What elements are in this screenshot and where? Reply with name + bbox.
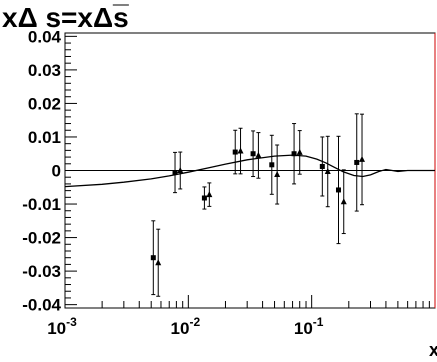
x-tick-base: 10 [294, 319, 313, 338]
y-tick-label: -0.01 [22, 195, 61, 214]
data-point-triangle [340, 198, 347, 205]
x-tick-exponent: -2 [189, 315, 200, 329]
data-point-square [172, 170, 178, 176]
data-point-square [354, 159, 360, 165]
data-series [150, 113, 366, 297]
series-triangle [155, 113, 366, 297]
data-point-triangle [255, 151, 262, 158]
data-point-triangle [155, 259, 162, 266]
y-tick-label: 0.01 [28, 128, 61, 147]
y-tick-label: -0.02 [22, 229, 61, 248]
data-point-square [319, 163, 325, 169]
x-tick-exponent: -3 [66, 315, 77, 329]
data-point-triangle [296, 148, 303, 155]
data-point-square [291, 151, 297, 157]
y-axis-ticks [65, 35, 77, 306]
x-tick-base: 10 [47, 319, 66, 338]
y-tick-label: 0.02 [28, 94, 61, 113]
data-point-triangle [274, 171, 281, 178]
y-tick-label: 0.03 [28, 61, 61, 80]
y-tick-label: -0.04 [22, 296, 61, 315]
x-tick-exponent: -1 [313, 315, 324, 329]
data-point-square [232, 149, 238, 155]
data-point-triangle [324, 168, 331, 175]
x-tick-labels: 10-3 10-2 10-1 [47, 315, 324, 338]
series-square [150, 113, 360, 296]
data-point-triangle [177, 167, 184, 173]
y-tick-label: 0.04 [28, 27, 62, 46]
data-point-triangle [206, 191, 213, 198]
data-point-triangle [237, 147, 244, 154]
x-axis-ticks [64, 295, 430, 308]
x-tick-base: 10 [171, 319, 190, 338]
y-tick-labels: 0.04 0.03 0.02 0.01 0 -0.01 -0.02 -0.03 -0.04 [22, 27, 61, 314]
chart-title: xΔ s=xΔs̅ [2, 2, 129, 33]
data-point-square [250, 151, 256, 157]
x-tick-label: 10-3 [47, 315, 77, 338]
theory-curve [64, 154, 435, 188]
x-tick-label: 10-1 [294, 315, 324, 338]
data-point-square [335, 187, 341, 193]
x-tick-label: 10-2 [171, 315, 201, 338]
data-point-square [269, 162, 275, 168]
data-point-triangle [359, 155, 366, 162]
y-tick-label: 0 [52, 162, 61, 181]
data-point-square [150, 255, 156, 261]
x-axis-label: x [429, 340, 437, 360]
y-tick-label: -0.03 [22, 262, 61, 281]
data-point-square [201, 195, 207, 201]
